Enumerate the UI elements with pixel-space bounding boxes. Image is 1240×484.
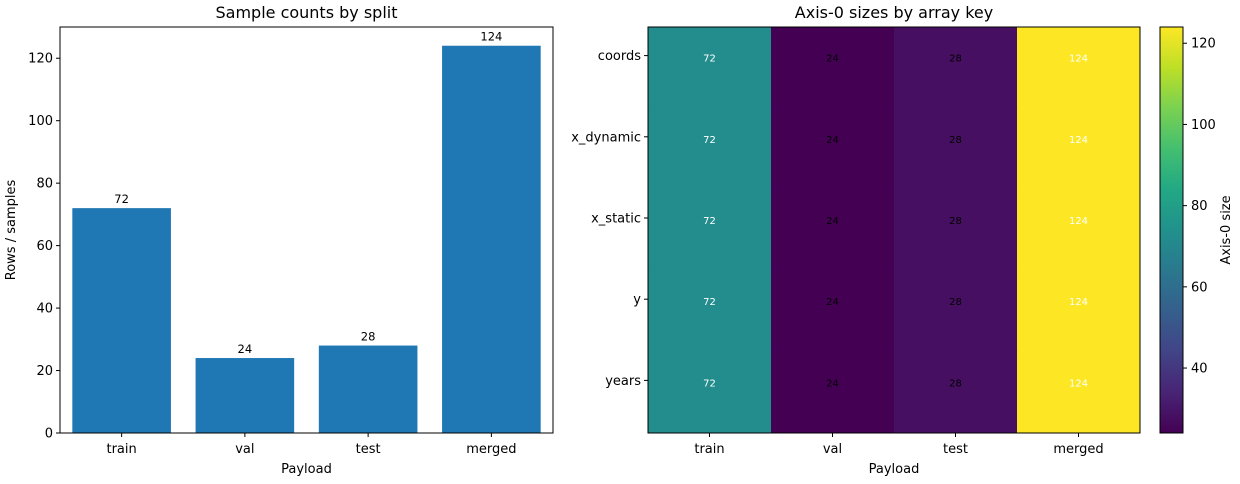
heatmap-x-tick-label-test: test <box>943 442 968 457</box>
bar-data-label-test: 28 <box>361 330 376 344</box>
heatmap-cell-value: 124 <box>1069 216 1088 227</box>
colorbar-tick-label: 40 <box>1191 362 1208 377</box>
bar-y-tick-label: 80 <box>36 177 53 192</box>
bar-y-tick-label: 40 <box>36 302 53 317</box>
bar-x-axis-label: Payload <box>281 462 332 477</box>
bar-y-tick-label: 0 <box>45 427 53 442</box>
bar-chart-panel: Sample counts by split 0 20 40 60 80 100 120 7… <box>4 3 554 477</box>
heatmap-x-tick-label-val: val <box>823 442 842 457</box>
heatmap-cells <box>648 27 1141 434</box>
colorbar-label: Axis-0 size <box>1219 195 1234 264</box>
heatmap-cell-y-test <box>894 270 1018 353</box>
heatmap-cell-value: 124 <box>1069 297 1088 308</box>
bar-x-tick-label-train: train <box>106 442 136 457</box>
bar-data-label-train: 72 <box>114 192 129 206</box>
heatmap-cell-value: 72 <box>703 216 716 227</box>
heatmap-cell-x_static-test <box>894 189 1018 272</box>
heatmap-y-tick-label-x_static: x_static <box>591 212 641 227</box>
colorbar-tick-label: 100 <box>1191 118 1216 133</box>
heatmap-cell-x_dynamic-merged <box>1017 108 1141 190</box>
heatmap-cell-x_dynamic-val <box>771 108 895 190</box>
heatmap-y-tick-label-y: y <box>633 293 641 308</box>
heatmap-cell-value: 24 <box>826 378 839 389</box>
heatmap-cell-coords-val <box>771 27 895 109</box>
heatmap-cell-value: 24 <box>826 54 839 65</box>
heatmap-cell-value: 28 <box>949 135 962 146</box>
heatmap-cell-years-merged <box>1017 351 1141 434</box>
heatmap-cell-y-val <box>771 270 895 353</box>
heatmap-cell-value: 72 <box>703 135 716 146</box>
heatmap-cell-value: 72 <box>703 54 716 65</box>
heatmap-y-tick-label-x_dynamic: x_dynamic <box>571 130 641 145</box>
bar-x-tick-label-test: test <box>356 442 381 457</box>
heatmap-x-axis-ticks: train val test merged <box>694 433 1104 457</box>
heatmap-cell-x_dynamic-test <box>894 108 1018 190</box>
heatmap-cell-coords-train <box>648 27 772 109</box>
heatmap-x-tick-label-train: train <box>694 442 724 457</box>
heatmap-frame <box>647 26 1141 434</box>
bar-val <box>195 358 295 433</box>
heatmap-panel: Axis-0 sizes by array key 72 24 28 124 72 24 2… <box>571 3 1141 477</box>
heatmap-cell-value: 28 <box>949 54 962 65</box>
heatmap-cell-value: 24 <box>826 135 839 146</box>
bar-y-axis-label: Rows / samples <box>4 180 19 281</box>
heatmap-y-tick-label-years: years <box>605 374 641 389</box>
heatmap-cell-value: 24 <box>826 297 839 308</box>
bar-y-tick-label: 20 <box>36 364 53 379</box>
colorbar-tick-label: 60 <box>1191 280 1208 295</box>
heatmap-title: Axis-0 sizes by array key <box>795 3 993 22</box>
heatmap-cell-x_dynamic-train <box>648 108 772 190</box>
heatmap-cell-value: 72 <box>703 378 716 389</box>
bar-train <box>72 208 171 433</box>
bar-y-tick-label: 60 <box>36 239 53 254</box>
heatmap-cell-value: 72 <box>703 297 716 308</box>
bar-data-labels: 72 24 28 124 <box>114 30 502 356</box>
bar-y-axis-ticks: 0 20 40 60 80 100 120 <box>28 52 60 442</box>
heatmap-cell-coords-test <box>894 27 1018 109</box>
heatmap-cell-value: 28 <box>949 216 962 227</box>
heatmap-cell-y-train <box>648 270 772 353</box>
bar-x-tick-label-merged: merged <box>466 442 516 457</box>
colorbar-tick-label: 80 <box>1191 199 1208 214</box>
heatmap-cell-x_static-val <box>771 189 895 272</box>
heatmap-cell-value: 124 <box>1069 54 1088 65</box>
heatmap-cell-value: 24 <box>826 216 839 227</box>
heatmap-cell-value: 28 <box>949 297 962 308</box>
heatmap-cell-labels: 72 24 28 124 72 24 28 124 72 24 28 124 72 24 28 124 72 24… <box>703 54 1088 390</box>
heatmap-x-axis-label: Payload <box>869 462 920 477</box>
heatmap-cell-y-merged <box>1017 270 1141 353</box>
heatmap-cell-years-train <box>648 351 772 434</box>
colorbar: 40 60 80 100 120 Axis-0 size <box>1159 26 1234 434</box>
bar-data-label-merged: 124 <box>480 30 502 44</box>
bar-data-label-val: 24 <box>238 342 253 356</box>
bar-plot-frame <box>59 26 554 434</box>
bar-x-axis-ticks: train val test merged <box>106 433 517 457</box>
heatmap-cell-value: 124 <box>1069 378 1088 389</box>
colorbar-tick-label: 120 <box>1191 37 1216 52</box>
heatmap-cell-years-val <box>771 351 895 434</box>
bar-series <box>72 45 541 433</box>
bar-x-tick-label-val: val <box>235 442 254 457</box>
bar-test <box>318 345 418 433</box>
bar-y-tick-label: 120 <box>28 52 53 67</box>
colorbar-gradient <box>1159 26 1184 434</box>
heatmap-cell-years-test <box>894 351 1018 434</box>
heatmap-cell-value: 28 <box>949 378 962 389</box>
bar-chart-title: Sample counts by split <box>215 3 397 22</box>
colorbar-ticks: 40 60 80 100 120 <box>1183 37 1216 377</box>
heatmap-cell-x_static-merged <box>1017 189 1141 272</box>
heatmap-x-tick-label-merged: merged <box>1053 442 1103 457</box>
heatmap-cell-x_static-train <box>648 189 772 272</box>
heatmap-cell-value: 124 <box>1069 135 1088 146</box>
heatmap-y-tick-label-coords: coords <box>598 49 641 64</box>
bar-merged <box>442 45 541 433</box>
bar-y-tick-label: 100 <box>28 114 53 129</box>
heatmap-cell-coords-merged <box>1017 27 1141 109</box>
